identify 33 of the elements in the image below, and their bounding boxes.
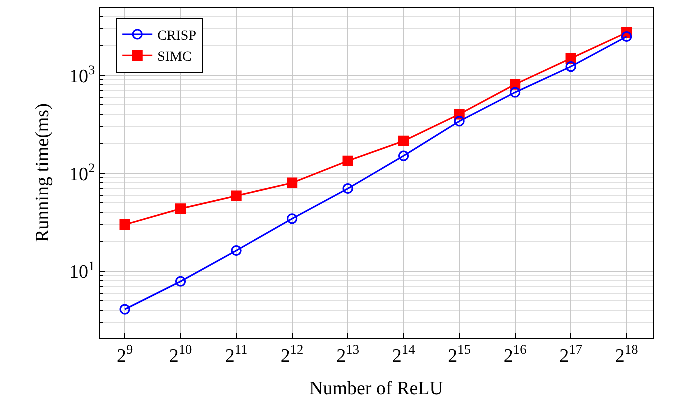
point: [342, 156, 354, 166]
x-axis-title: Number of ReLU: [309, 378, 444, 400]
x-tick-label: 2$^{16}$: [504, 342, 528, 367]
y-tick-label: 10$^{2}$: [70, 160, 96, 186]
point: [231, 190, 242, 202]
x-tick-label: 2$^{18}$: [615, 342, 639, 367]
x-tick-label: 2$^{13}$: [336, 342, 360, 367]
x-tick-label: 2$^{12}$: [280, 342, 304, 367]
point: [342, 183, 354, 194]
point: [566, 62, 576, 72]
point: [120, 304, 130, 315]
point: [622, 32, 632, 42]
y-axis-title: Running time(ms): [32, 104, 54, 242]
point: [287, 178, 298, 188]
point: [287, 214, 298, 224]
x-tick-label: 2$^{14}$: [392, 342, 416, 367]
y-tick-label: 10$^{1}$: [70, 258, 96, 284]
x-tick-label: 2$^{15}$: [448, 342, 472, 367]
point: [398, 136, 410, 147]
legend-label: CRISP: [158, 28, 197, 44]
point: [120, 220, 130, 230]
x-tick-label: 2$^{17}$: [560, 342, 583, 367]
point: [510, 87, 521, 98]
y-tick-label: 10$^{3}$: [70, 62, 96, 88]
point: [176, 204, 186, 214]
x-tick-label: 2$^{11}$: [225, 342, 248, 367]
legend-label: SIMC: [158, 50, 192, 66]
x-tick-label: 2$^{10}$: [169, 342, 193, 367]
x-tick-label: 2$^{9}$: [116, 342, 134, 367]
point: [231, 246, 242, 256]
point: [398, 150, 410, 162]
point: [176, 276, 186, 287]
point: [454, 116, 465, 127]
